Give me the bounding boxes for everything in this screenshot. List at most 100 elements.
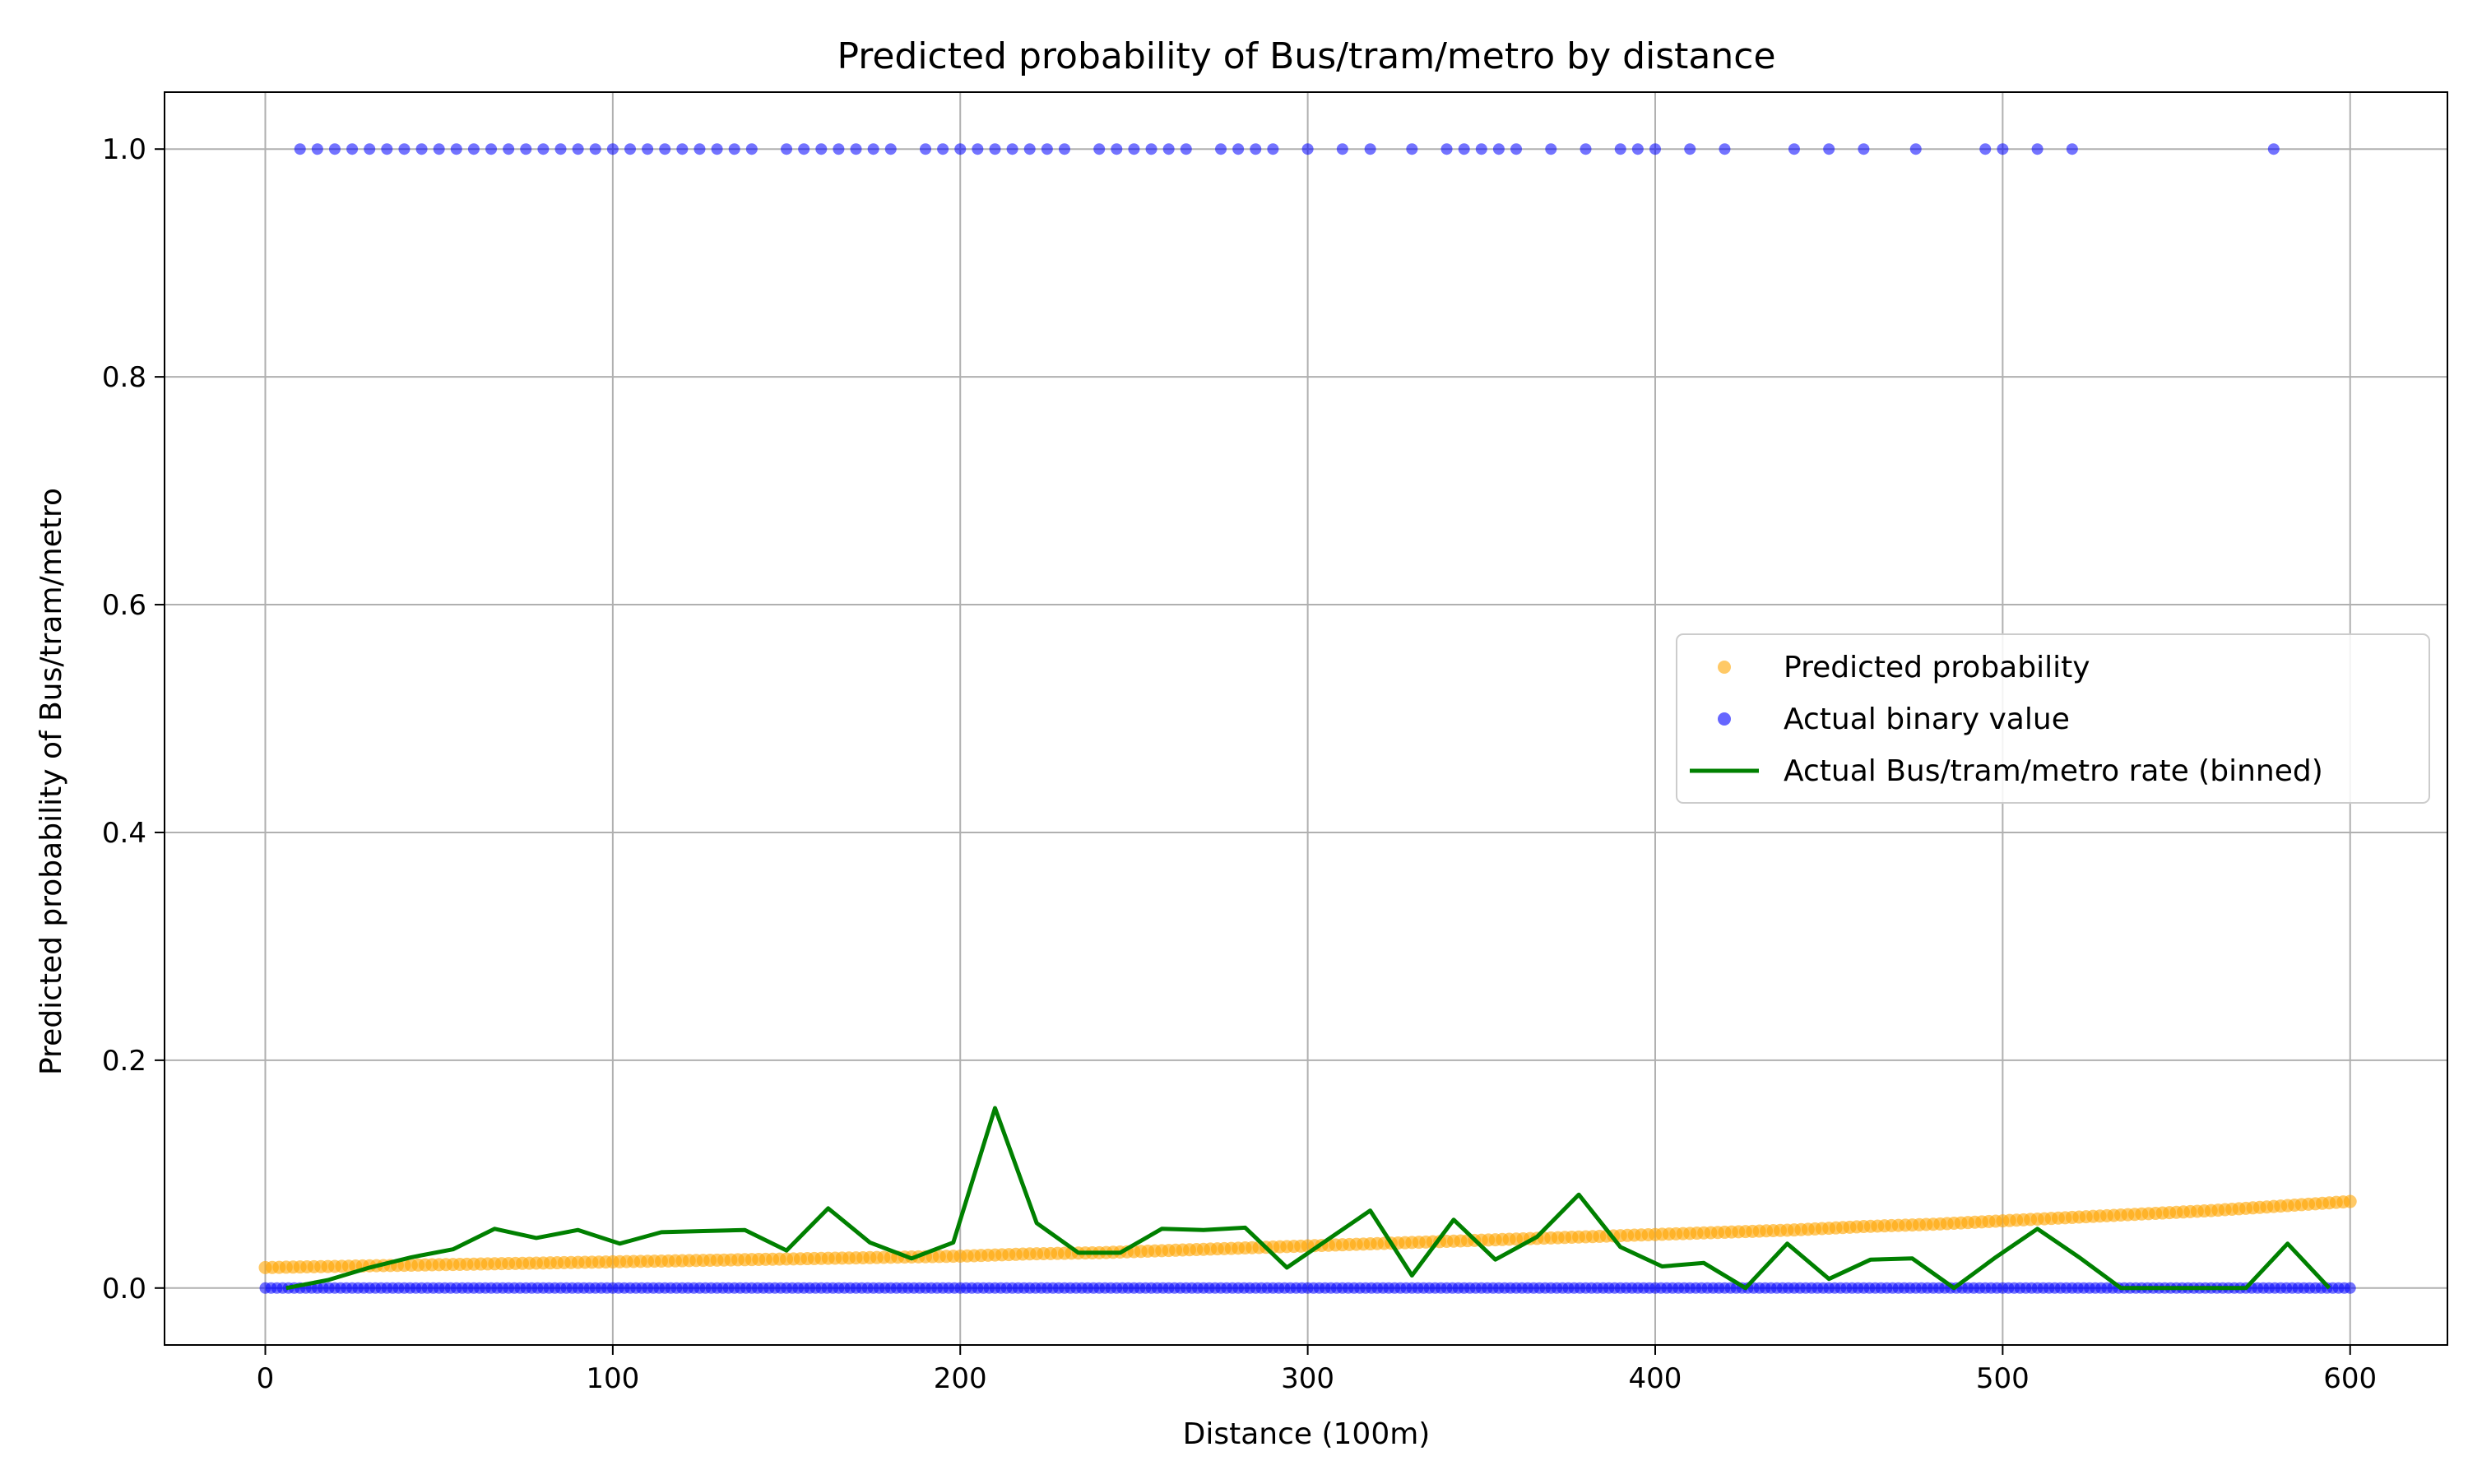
actual-point — [1058, 143, 1070, 155]
legend-box — [1676, 633, 2430, 804]
binned-rate-line — [285, 1106, 2331, 1291]
actual-point — [1122, 1282, 1134, 1294]
actual-point — [1162, 143, 1175, 155]
legend-marker — [1718, 661, 1731, 674]
actual-point — [1435, 1282, 1447, 1294]
actual-point — [1852, 1282, 1864, 1294]
actual-point — [867, 143, 879, 155]
actual-point — [433, 143, 445, 155]
actual-point — [503, 143, 515, 155]
actual-point — [810, 1282, 822, 1294]
x-tick-label: 500 — [1976, 1362, 2030, 1395]
actual-point — [1504, 1282, 1516, 1294]
actual-point — [728, 143, 740, 155]
actual-point — [566, 1282, 578, 1294]
y-tick-label: 0.4 — [102, 817, 146, 850]
actual-point — [1180, 143, 1192, 155]
actual-point — [711, 143, 723, 155]
actual-point — [694, 143, 706, 155]
y-tick-label: 0.2 — [102, 1045, 146, 1078]
actual-point — [1041, 143, 1053, 155]
actual-point — [2060, 1282, 2072, 1294]
actual-point — [1886, 1282, 1899, 1294]
actual-point — [949, 1282, 961, 1294]
actual-point — [1366, 1282, 1378, 1294]
actual-point — [659, 143, 671, 155]
actual-point — [1921, 1282, 1933, 1294]
actual-point — [1440, 143, 1453, 155]
y-tick-label: 0.6 — [102, 589, 146, 622]
x-tick-label: 400 — [1629, 1362, 1682, 1395]
actual-point — [1336, 143, 1348, 155]
actual-point — [572, 143, 584, 155]
legend: Predicted probability Actual binary value… — [1676, 633, 2430, 804]
actual-point — [1608, 1282, 1621, 1294]
y-tick-label: 1.0 — [102, 133, 146, 166]
legend-label: Actual Bus/tram/metro rate (binned) — [1784, 754, 2323, 788]
actual-point — [1823, 143, 1835, 155]
actual-point — [2303, 1282, 2316, 1294]
axis-ticks: 0 100 200 300 400 500 600 0.0 0.2 0.4 0.6 0.8 1.0 — [102, 133, 2377, 1395]
actual-point — [833, 143, 845, 155]
actual-point — [322, 1282, 335, 1294]
actual-point — [1093, 143, 1106, 155]
actual-point — [1817, 1282, 1830, 1294]
actual-point — [2269, 1282, 2281, 1294]
actual-point — [1250, 143, 1262, 155]
y-axis-title: Predicted probability of Bus/tram/metro — [35, 488, 68, 1075]
actual-point — [1643, 1282, 1655, 1294]
actual-point — [1406, 143, 1418, 155]
actual-point — [1301, 143, 1314, 155]
actual-point — [879, 1282, 891, 1294]
actual-point — [983, 1282, 995, 1294]
actual-point — [415, 143, 428, 155]
actual-point — [1574, 1282, 1586, 1294]
actual-point — [1649, 143, 1661, 155]
actual-point — [392, 1282, 405, 1294]
actual-point — [850, 143, 862, 155]
actual-point — [1782, 1282, 1794, 1294]
actual-point — [381, 143, 393, 155]
x-tick-label: 200 — [934, 1362, 987, 1395]
actual-point — [624, 143, 636, 155]
actual-point — [1492, 143, 1505, 155]
actual-point — [676, 143, 689, 155]
actual-point — [537, 143, 550, 155]
x-tick-label: 0 — [257, 1362, 275, 1395]
actual-point — [1614, 143, 1626, 155]
x-tick-label: 300 — [1281, 1362, 1334, 1395]
actual-point — [346, 143, 359, 155]
actual-point — [1191, 1282, 1204, 1294]
actual-point — [1719, 143, 1731, 155]
actual-binary-series — [259, 143, 2356, 1294]
predicted-point — [2343, 1194, 2357, 1208]
actual-point — [937, 143, 949, 155]
x-tick-label: 100 — [586, 1362, 639, 1395]
actual-point — [1232, 143, 1245, 155]
actual-point — [1296, 1282, 1308, 1294]
actual-point — [1631, 143, 1644, 155]
actual-point — [920, 143, 931, 155]
actual-point — [606, 143, 619, 155]
actual-point — [815, 143, 828, 155]
actual-point — [1458, 143, 1470, 155]
actual-point — [2066, 143, 2078, 155]
actual-point — [1023, 143, 1036, 155]
actual-point — [636, 1282, 648, 1294]
chart-title: Predicted probability of Bus/tram/metro … — [837, 35, 1775, 77]
y-tick-label: 0.0 — [102, 1273, 146, 1305]
actual-point — [642, 143, 654, 155]
x-axis-title: Distance (100m) — [1183, 1417, 1431, 1451]
actual-point — [462, 1282, 474, 1294]
plot-frame — [164, 91, 2448, 1346]
actual-point — [1475, 143, 1487, 155]
actual-point — [1128, 143, 1140, 155]
actual-point — [328, 143, 341, 155]
legend-label: Actual binary value — [1784, 703, 2070, 736]
actual-point — [2267, 143, 2280, 155]
actual-point — [601, 1282, 613, 1294]
actual-point — [1330, 1282, 1343, 1294]
actual-point — [520, 143, 532, 155]
actual-point — [1364, 143, 1376, 155]
